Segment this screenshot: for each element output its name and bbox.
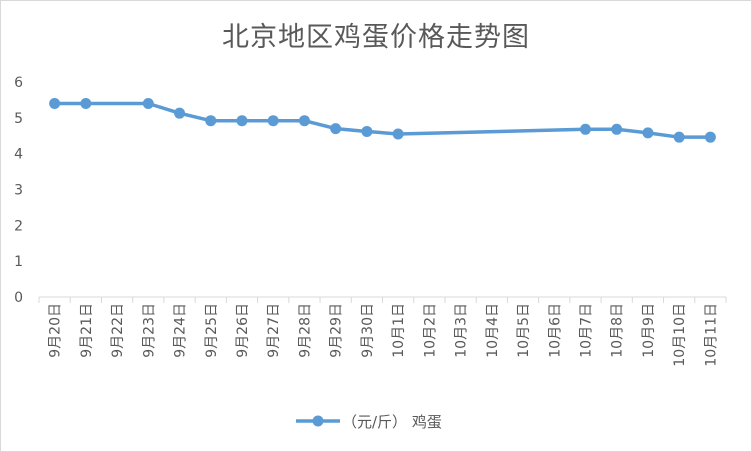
x-tick-label: 10月2日 bbox=[422, 303, 438, 358]
legend-label: （元/斤） 鸡蛋 bbox=[342, 413, 442, 431]
x-tick-label: 9月29日 bbox=[329, 303, 345, 358]
x-tick-label: 9月24日 bbox=[173, 303, 189, 358]
x-tick-label: 10月8日 bbox=[610, 303, 626, 358]
x-tick-label: 10月10日 bbox=[672, 303, 688, 367]
legend-marker-icon bbox=[312, 415, 324, 427]
x-tick-label: 9月20日 bbox=[48, 303, 64, 358]
data-point bbox=[267, 115, 279, 127]
data-point bbox=[80, 98, 92, 109]
data-point bbox=[49, 98, 61, 109]
data-point bbox=[236, 115, 248, 127]
x-tick-label: 9月23日 bbox=[141, 303, 157, 358]
x-tick-label: 9月30日 bbox=[360, 303, 376, 358]
data-point bbox=[611, 123, 623, 135]
x-tick-label: 10月1日 bbox=[391, 303, 407, 358]
y-tick-label: 3 bbox=[14, 183, 23, 199]
x-tick-label: 9月25日 bbox=[204, 303, 220, 358]
data-point bbox=[298, 115, 310, 127]
x-tick-label: 10月9日 bbox=[641, 303, 657, 358]
x-tick-label: 9月28日 bbox=[297, 303, 313, 358]
y-axis: 0 1 2 3 4 5 6 bbox=[14, 75, 23, 306]
x-tick-label: 10月5日 bbox=[516, 303, 532, 358]
data-point bbox=[205, 115, 217, 127]
x-tick-label: 10月11日 bbox=[703, 303, 719, 367]
y-tick-label: 0 bbox=[14, 290, 23, 306]
series-group bbox=[49, 98, 716, 143]
x-tick-label: 9月27日 bbox=[266, 303, 282, 358]
data-point bbox=[704, 131, 716, 143]
data-point bbox=[142, 98, 154, 109]
y-tick-label: 4 bbox=[14, 147, 23, 163]
data-point bbox=[642, 127, 654, 139]
data-point bbox=[579, 123, 591, 135]
data-point bbox=[673, 131, 685, 143]
x-axis: 9月20日 9月21日 9月22日 9月23日 9月24日 9月25日 9月26日 9月27日… bbox=[38, 296, 727, 367]
x-tick-label: 9月21日 bbox=[79, 303, 95, 358]
y-tick-label: 6 bbox=[14, 75, 23, 91]
x-tick-label: 10月7日 bbox=[578, 303, 594, 358]
x-tick-label: 10月6日 bbox=[547, 303, 563, 358]
chart-title: 北京地区鸡蛋价格走势图 bbox=[222, 22, 530, 53]
y-tick-label: 2 bbox=[14, 218, 23, 234]
x-tick-label: 9月26日 bbox=[235, 303, 251, 358]
data-point bbox=[361, 125, 373, 137]
data-point bbox=[330, 123, 342, 135]
x-tick-label: 10月4日 bbox=[485, 303, 501, 358]
y-tick-label: 5 bbox=[14, 111, 23, 127]
x-tick-label: 10月3日 bbox=[454, 303, 470, 358]
legend: （元/斤） 鸡蛋 bbox=[296, 413, 442, 431]
series-line bbox=[52, 101, 713, 139]
data-point bbox=[392, 128, 404, 140]
x-tick-label: 9月22日 bbox=[110, 303, 126, 358]
data-point bbox=[174, 107, 186, 119]
y-tick-label: 1 bbox=[14, 254, 23, 270]
